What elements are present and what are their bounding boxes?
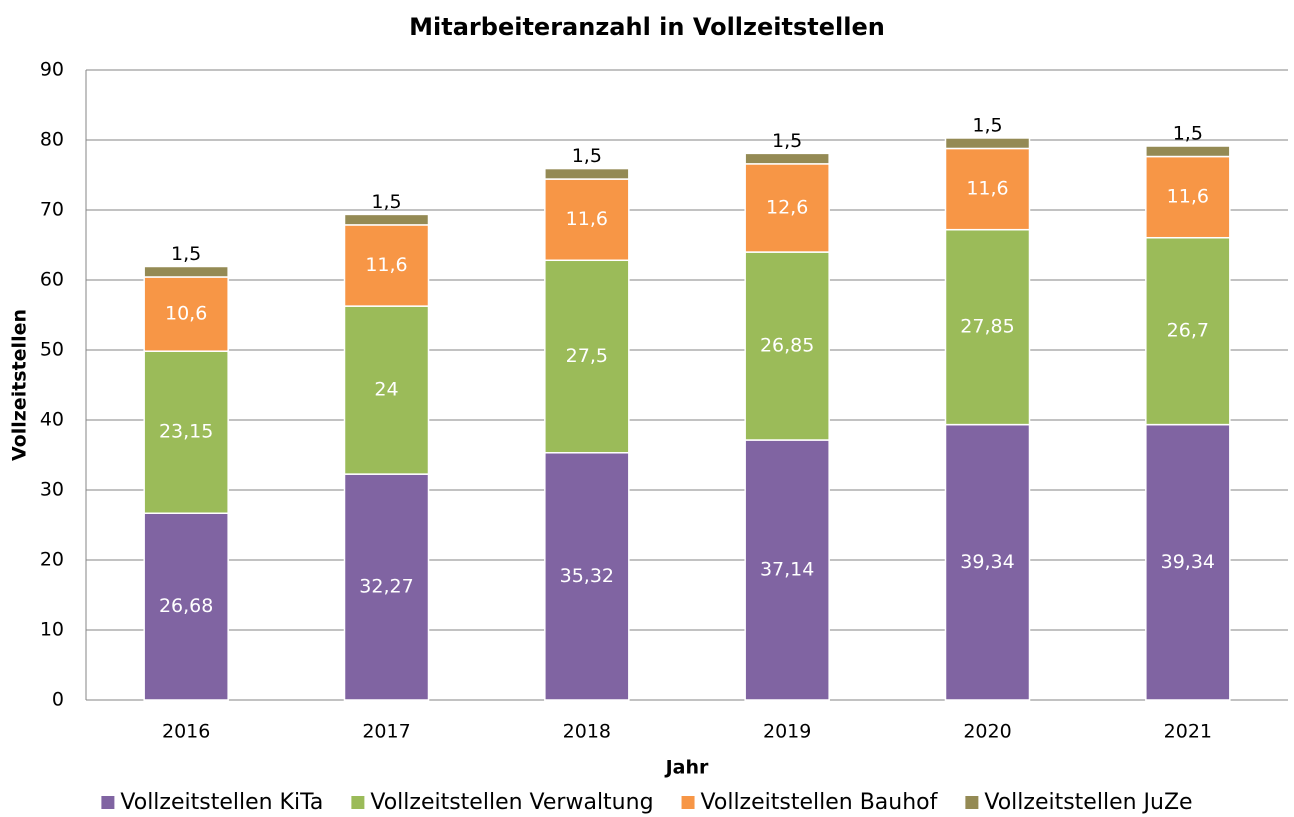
bar-segment (1145, 155, 1231, 239)
bar-segment (744, 152, 830, 165)
legend-swatch (681, 796, 695, 809)
data-label: 11,6 (1167, 186, 1209, 208)
data-label: 1,5 (572, 145, 602, 167)
y-tick-label: 0 (52, 689, 64, 711)
y-tick-label: 10 (40, 619, 64, 641)
data-label: 24 (374, 379, 398, 401)
y-tick-label: 20 (40, 549, 64, 571)
data-label: 39,34 (1161, 551, 1215, 573)
bar-segment (944, 137, 1031, 150)
y-tick-label: 40 (40, 409, 64, 431)
x-tick-label: 2016 (162, 721, 210, 743)
x-tick-label: 2017 (362, 721, 410, 743)
bar-segment (343, 213, 430, 226)
x-tick-label: 2020 (963, 721, 1011, 743)
bar-segment (1145, 236, 1231, 426)
data-label: 26,85 (760, 335, 814, 357)
data-label: 27,5 (566, 345, 608, 367)
data-label: 26,68 (159, 595, 213, 617)
data-label: 11,6 (966, 178, 1008, 200)
bar-segment (143, 512, 229, 701)
data-label: 26,7 (1167, 320, 1209, 342)
bar-segment (343, 473, 430, 701)
legend-label: Vollzeitstellen Bauhof (701, 790, 939, 815)
x-tick-label: 2021 (1164, 721, 1212, 743)
data-label: 12,6 (766, 196, 808, 218)
legend-label: Vollzeitstellen Verwaltung (370, 790, 653, 815)
legend-swatch (101, 796, 115, 809)
bar-segment (744, 439, 830, 701)
data-label: 10,6 (165, 303, 207, 325)
data-label: 27,85 (960, 316, 1014, 338)
bar-segment (1145, 145, 1231, 158)
data-label: 1,5 (171, 243, 201, 265)
data-label: 1,5 (772, 130, 802, 152)
data-label: 1,5 (1173, 123, 1203, 145)
bar-segment (143, 350, 229, 514)
bar-segment (143, 276, 229, 352)
legend-swatch (965, 796, 979, 809)
y-tick-label: 50 (40, 339, 64, 361)
legend-label: Vollzeitstellen JuZe (984, 790, 1192, 815)
data-label: 11,6 (566, 208, 608, 230)
x-tick-label: 2018 (563, 721, 611, 743)
data-label: 1,5 (371, 191, 401, 213)
bar-segment (944, 423, 1031, 701)
y-tick-label: 30 (40, 479, 64, 501)
y-tick-label: 90 (40, 59, 64, 81)
bar-segment (544, 259, 630, 454)
bar-segment (744, 251, 830, 441)
bar-segment (1145, 423, 1231, 701)
data-label: 23,15 (159, 421, 213, 443)
data-label: 39,34 (960, 551, 1014, 573)
y-tick-label: 60 (40, 269, 64, 291)
data-label: 11,6 (365, 254, 407, 276)
data-label: 37,14 (760, 559, 814, 581)
y-tick-label: 70 (40, 199, 64, 221)
chart-title: Mitarbeiteranzahl in Vollzeitstellen (409, 13, 885, 41)
data-label: 1,5 (972, 114, 1002, 136)
x-tick-label: 2019 (763, 721, 811, 743)
y-tick-label: 80 (40, 129, 64, 151)
bar-segment (944, 228, 1031, 426)
bar-segment (544, 178, 630, 262)
data-label: 35,32 (560, 565, 614, 587)
x-axis-label: Jahr (664, 757, 709, 779)
y-axis-label: Vollzeitstellen (9, 309, 31, 461)
data-label: 32,27 (359, 576, 413, 598)
legend-swatch (351, 796, 365, 809)
bar-segment (143, 265, 229, 278)
bar-segment (343, 305, 430, 475)
bar-segment (944, 147, 1031, 231)
bar-segment (343, 224, 430, 307)
bar-segment (544, 167, 630, 180)
bar-segment (744, 163, 830, 253)
legend-label: Vollzeitstellen KiTa (120, 790, 323, 815)
